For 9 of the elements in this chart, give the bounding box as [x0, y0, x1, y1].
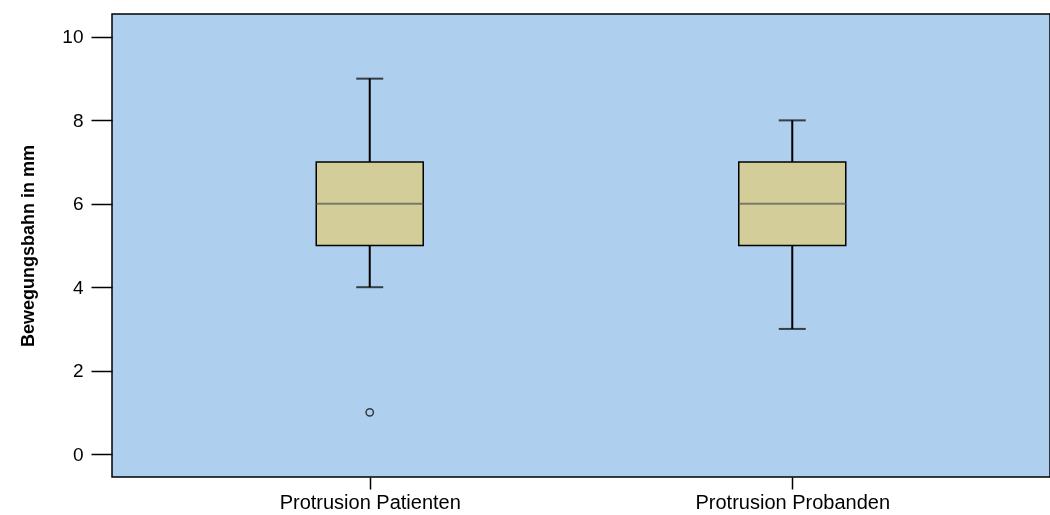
y-axis-title: Bewegungsbahn in mm	[18, 144, 39, 348]
y-tick-label: 10	[62, 26, 84, 48]
x-tick-label: Protrusion Probanden	[695, 490, 891, 513]
y-tick-label: 0	[72, 443, 84, 465]
y-tick-label: 8	[72, 109, 84, 131]
y-tick-label: 6	[72, 193, 84, 215]
y-tick-label: 4	[72, 276, 84, 298]
y-tick-label: 2	[72, 360, 84, 382]
x-tick-label: Protrusion Patienten	[279, 490, 461, 513]
